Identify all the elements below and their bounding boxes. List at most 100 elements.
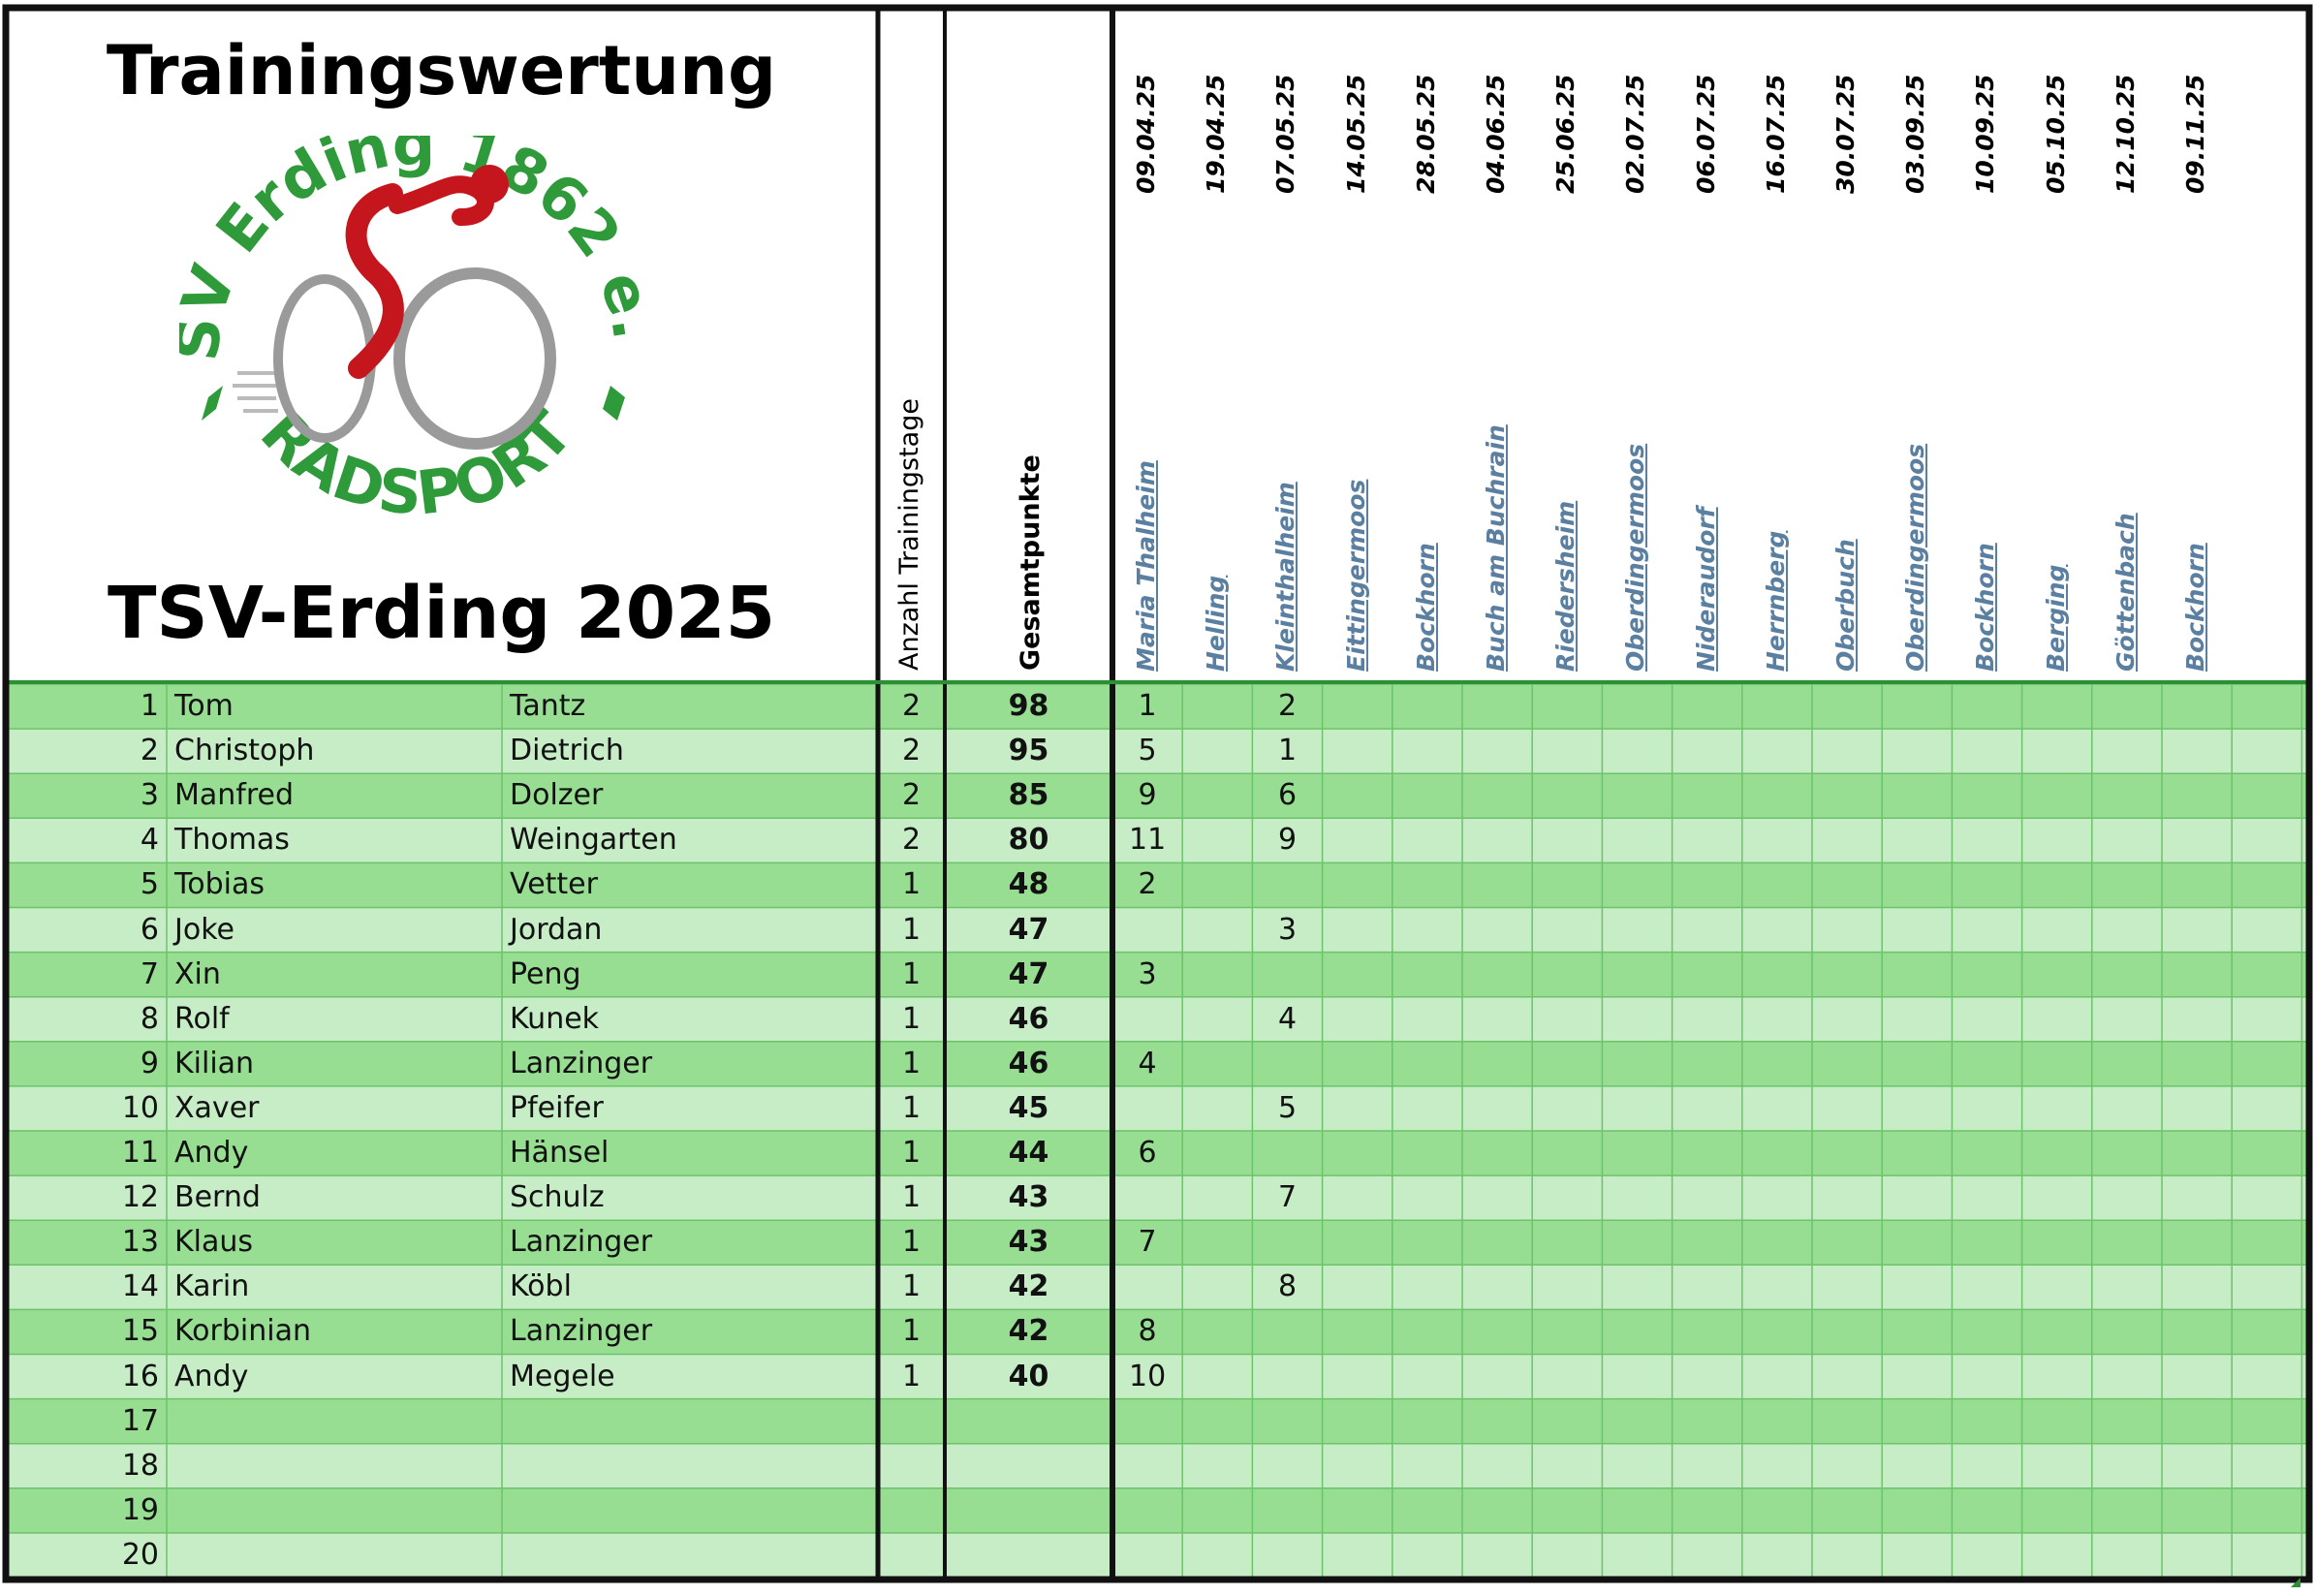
- session-location-16[interactable]: Bockhorn: [2181, 543, 2209, 672]
- cell-place[interactable]: 6: [1277, 778, 1298, 813]
- cell-rank[interactable]: 15: [121, 1314, 159, 1349]
- cell-last-name[interactable]: Tantz: [510, 689, 586, 723]
- cell-rank[interactable]: 3: [140, 778, 159, 813]
- session-location-15[interactable]: Göttenbach: [2111, 513, 2140, 672]
- cell-place[interactable]: 11: [1129, 823, 1167, 858]
- cell-last-name[interactable]: Dietrich: [510, 734, 624, 768]
- cell-last-name[interactable]: [510, 1533, 870, 1578]
- cell-rank[interactable]: 19: [121, 1492, 159, 1527]
- cell-rank[interactable]: 4: [140, 823, 159, 858]
- session-location-6[interactable]: Buch am Buchrain: [1482, 424, 1510, 672]
- cell-training-days[interactable]: [878, 1533, 945, 1578]
- cell-first-name[interactable]: [174, 1533, 494, 1578]
- cell-training-days[interactable]: 2: [901, 689, 922, 723]
- cell-place[interactable]: 2: [1277, 689, 1298, 723]
- cell-training-days[interactable]: 1: [901, 1314, 922, 1349]
- cell-first-name[interactable]: Bernd: [174, 1180, 261, 1215]
- cell-last-name[interactable]: Lanzinger: [510, 1046, 653, 1080]
- cell-training-days[interactable]: [878, 1399, 945, 1444]
- cell-training-days[interactable]: 1: [901, 1136, 922, 1170]
- cell-total-points[interactable]: 48: [1008, 867, 1049, 902]
- session-location-7[interactable]: Riedersheim: [1551, 500, 1580, 672]
- cell-total-points[interactable]: 85: [1008, 778, 1049, 813]
- cell-total-points[interactable]: [945, 1444, 1112, 1488]
- cell-training-days[interactable]: [878, 1444, 945, 1488]
- cell-training-days[interactable]: 1: [901, 1046, 922, 1080]
- cell-total-points[interactable]: 43: [1008, 1180, 1049, 1215]
- cell-training-days[interactable]: 1: [901, 912, 922, 947]
- cell-total-points[interactable]: 42: [1008, 1314, 1049, 1349]
- cell-place[interactable]: 8: [1277, 1269, 1298, 1304]
- cell-place[interactable]: 1: [1277, 734, 1298, 768]
- cell-rank[interactable]: 20: [121, 1537, 159, 1572]
- session-location-12[interactable]: Oberdingermoos: [1901, 443, 1930, 672]
- cell-last-name[interactable]: Jordan: [510, 912, 603, 947]
- cell-rank[interactable]: 1: [140, 689, 159, 723]
- cell-last-name[interactable]: Peng: [510, 956, 581, 991]
- cell-rank[interactable]: 10: [121, 1090, 159, 1125]
- cell-first-name[interactable]: Kilian: [174, 1046, 255, 1080]
- resize-handle[interactable]: [2291, 1578, 2300, 1587]
- cell-last-name[interactable]: Kunek: [510, 1001, 600, 1036]
- cell-place[interactable]: 4: [1138, 1046, 1157, 1080]
- cell-training-days[interactable]: 1: [901, 867, 922, 902]
- cell-place[interactable]: 3: [1277, 912, 1298, 947]
- cell-place[interactable]: 9: [1138, 778, 1157, 813]
- cell-place[interactable]: 2: [1138, 867, 1157, 902]
- cell-training-days[interactable]: 1: [901, 1225, 922, 1260]
- cell-first-name[interactable]: Manfred: [174, 778, 295, 813]
- cell-last-name[interactable]: Hänsel: [510, 1136, 610, 1170]
- cell-first-name[interactable]: Klaus: [174, 1225, 254, 1260]
- cell-total-points[interactable]: 95: [1008, 734, 1049, 768]
- cell-rank[interactable]: 6: [140, 912, 159, 947]
- cell-total-points[interactable]: 45: [1008, 1090, 1049, 1125]
- cell-rank[interactable]: 17: [121, 1403, 159, 1438]
- session-location-14[interactable]: Berging: [2041, 564, 2070, 673]
- cell-place[interactable]: 1: [1138, 689, 1157, 723]
- cell-place[interactable]: 5: [1277, 1090, 1298, 1125]
- cell-last-name[interactable]: Schulz: [510, 1180, 605, 1215]
- cell-first-name[interactable]: [174, 1444, 494, 1488]
- cell-total-points[interactable]: 44: [1008, 1136, 1049, 1170]
- cell-first-name[interactable]: [174, 1399, 494, 1444]
- cell-first-name[interactable]: Xin: [174, 956, 221, 991]
- session-location-2[interactable]: Helling: [1202, 575, 1231, 672]
- cell-total-points[interactable]: 98: [1008, 689, 1049, 723]
- cell-first-name[interactable]: Joke: [174, 912, 235, 947]
- cell-place[interactable]: 7: [1138, 1225, 1157, 1260]
- cell-rank[interactable]: 14: [121, 1269, 159, 1304]
- cell-place[interactable]: 10: [1129, 1359, 1167, 1393]
- cell-total-points[interactable]: 42: [1008, 1269, 1049, 1304]
- cell-first-name[interactable]: Andy: [174, 1359, 249, 1393]
- cell-first-name[interactable]: Tom: [174, 689, 234, 723]
- cell-last-name[interactable]: Köbl: [510, 1269, 572, 1304]
- cell-first-name[interactable]: Karin: [174, 1269, 250, 1304]
- cell-total-points[interactable]: [945, 1399, 1112, 1444]
- cell-last-name[interactable]: Lanzinger: [510, 1314, 653, 1349]
- cell-place[interactable]: 7: [1277, 1180, 1298, 1215]
- cell-first-name[interactable]: Korbinian: [174, 1314, 311, 1349]
- cell-first-name[interactable]: Rolf: [174, 1001, 230, 1036]
- cell-first-name[interactable]: Thomas: [174, 823, 290, 858]
- cell-place[interactable]: 3: [1138, 956, 1157, 991]
- cell-first-name[interactable]: Christoph: [174, 734, 315, 768]
- cell-training-days[interactable]: [878, 1488, 945, 1533]
- session-location-11[interactable]: Oberbuch: [1831, 539, 1860, 672]
- cell-rank[interactable]: 13: [121, 1225, 159, 1260]
- cell-rank[interactable]: 5: [140, 867, 159, 902]
- cell-rank[interactable]: 16: [121, 1359, 159, 1393]
- cell-last-name[interactable]: Weingarten: [510, 823, 677, 858]
- cell-training-days[interactable]: 2: [901, 778, 922, 813]
- cell-training-days[interactable]: 1: [901, 1269, 922, 1304]
- cell-rank[interactable]: 2: [140, 734, 159, 768]
- session-location-9[interactable]: Nideraudorf: [1691, 507, 1720, 672]
- cell-last-name[interactable]: Megele: [510, 1359, 615, 1393]
- session-location-10[interactable]: Herrnberg: [1761, 530, 1790, 672]
- cell-rank[interactable]: 11: [121, 1136, 159, 1170]
- cell-total-points[interactable]: 46: [1008, 1001, 1049, 1036]
- cell-total-points[interactable]: 43: [1008, 1225, 1049, 1260]
- session-location-3[interactable]: Kleinthalheim: [1271, 482, 1300, 672]
- cell-total-points[interactable]: 46: [1008, 1046, 1049, 1080]
- cell-training-days[interactable]: 2: [901, 823, 922, 858]
- cell-first-name[interactable]: [174, 1488, 494, 1533]
